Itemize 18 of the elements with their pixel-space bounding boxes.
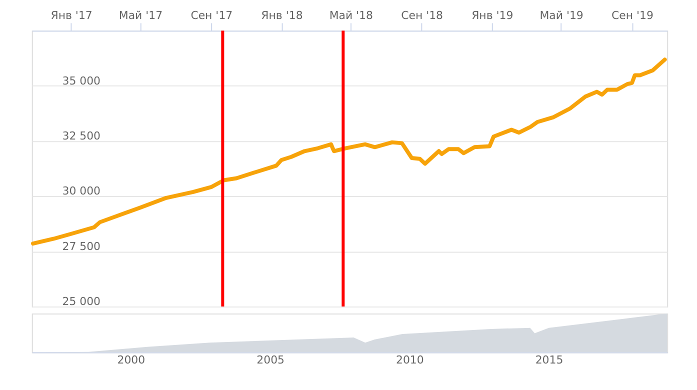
x-tick-label: 2010 [396,354,424,367]
x-tick-label: 2000 [117,354,146,367]
x-tick-label: Май '18 [329,9,374,22]
x-tick-label: 2015 [535,354,564,367]
y-tick-label: 32 500 [62,129,101,142]
x-tick-label: 2005 [256,354,285,367]
x-tick-label: Сен '17 [190,9,233,22]
x-tick-label: Янв '18 [261,9,303,22]
y-tick-label: 27 500 [62,240,101,253]
x-tick-label: Сен '18 [401,9,444,22]
x-tick-label: Май '17 [118,9,163,22]
y-tick-label: 35 000 [62,74,101,88]
x-tick-label: Сен '19 [612,9,654,22]
x-tick-label: Янв '19 [472,9,514,22]
x-tick-label: Янв '17 [50,9,92,22]
y-tick-label: 30 000 [62,184,101,198]
y-tick-label: 25 000 [62,294,101,308]
x-tick-label: Май '19 [540,9,584,22]
